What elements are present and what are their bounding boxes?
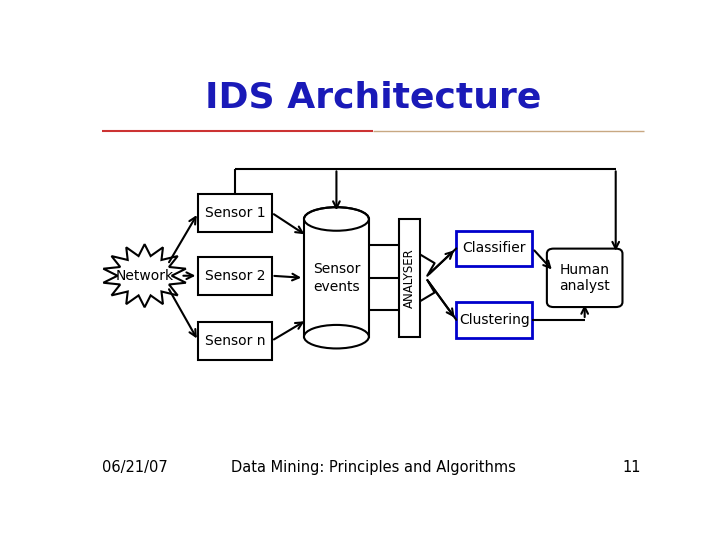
Text: Sensor n: Sensor n [205,334,265,348]
Bar [304,219,369,337]
Text: Human
analyst: Human analyst [559,263,610,293]
Text: Sensor 1: Sensor 1 [205,206,265,219]
Text: Sensor 2: Sensor 2 [205,269,265,283]
Bar [456,302,532,338]
Text: Network: Network [116,269,174,283]
FancyBboxPatch shape [547,248,622,307]
Bar [456,230,532,266]
Text: Clustering: Clustering [459,313,530,327]
Bar [399,219,421,337]
Polygon shape [103,244,186,307]
Text: Classifier: Classifier [463,241,526,256]
Text: Sensor
events: Sensor events [313,262,360,294]
Text: 11: 11 [622,460,641,476]
Ellipse shape [304,325,369,348]
Bar [198,257,272,295]
Bar [198,322,272,360]
Ellipse shape [304,207,369,231]
Text: IDS Architecture: IDS Architecture [205,80,542,114]
Bar [198,194,272,232]
Text: ANALYSER: ANALYSER [403,248,416,308]
Text: 06/21/07: 06/21/07 [102,460,168,476]
Text: Data Mining: Principles and Algorithms: Data Mining: Principles and Algorithms [231,460,515,476]
